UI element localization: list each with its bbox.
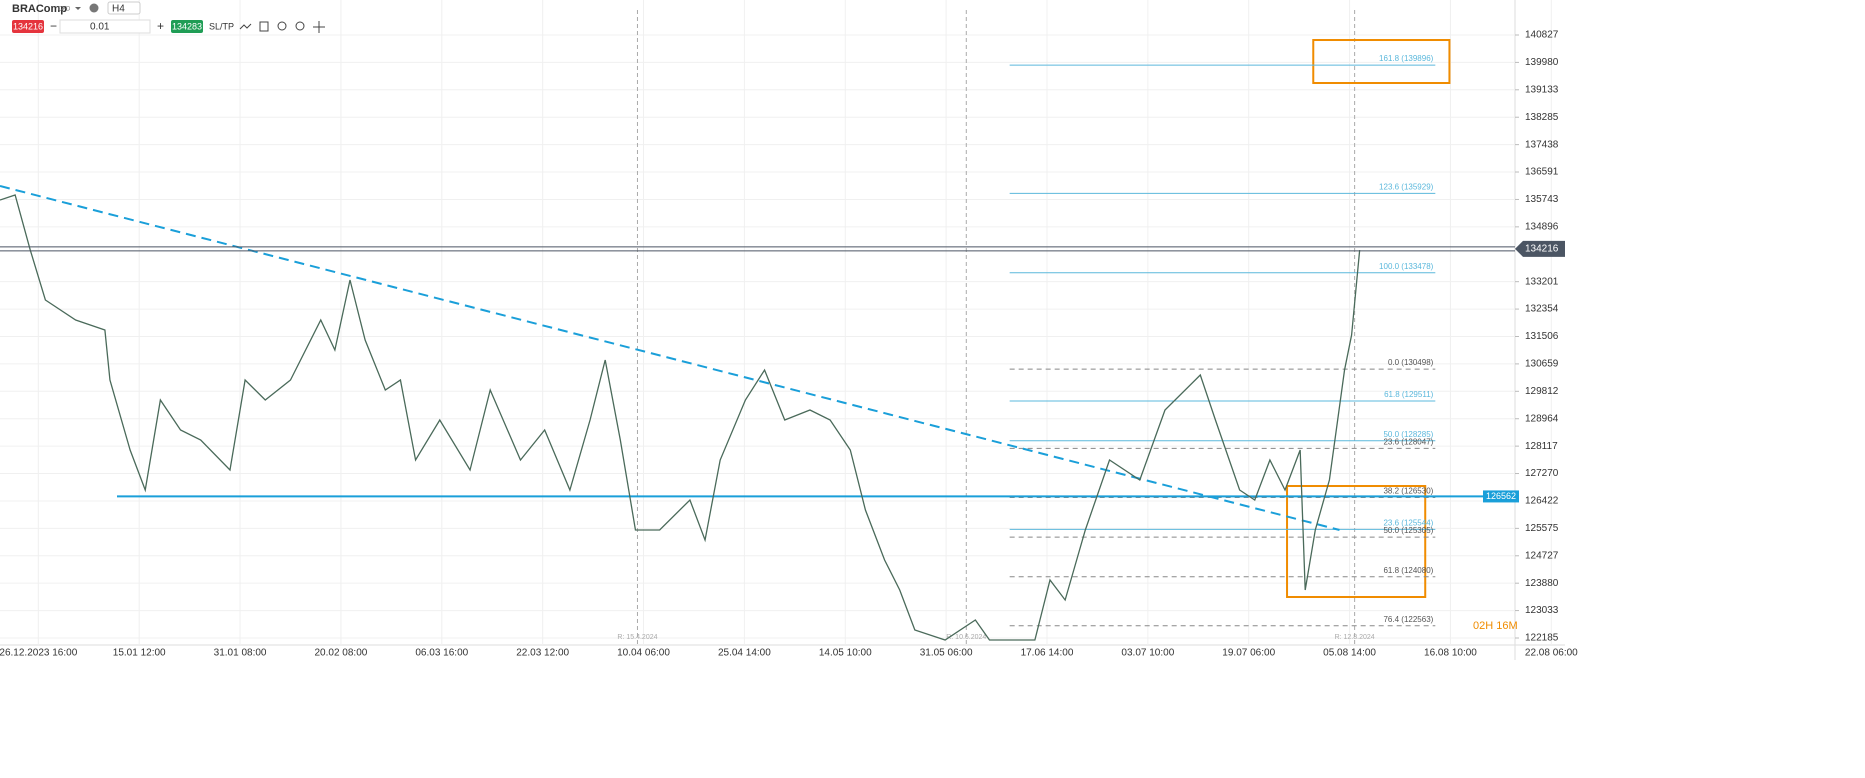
y-tick-label: 123880 [1525,578,1559,589]
y-tick-label: 139980 [1525,57,1559,68]
y-tick-label: 130659 [1525,359,1559,370]
y-tick-label: 137438 [1525,139,1559,150]
countdown: 02H 16M [1473,620,1518,632]
x-tick-label: 31.05 06:00 [920,648,973,659]
x-tick-label: 19.07 06:00 [1222,648,1275,659]
fib-label: 0.0 (130498) [1388,358,1434,367]
line-icon[interactable] [239,23,252,30]
support-tag [1483,490,1519,503]
fib-label: 23.6 (128047) [1383,438,1433,447]
fib-label: 161.8 (139896) [1379,54,1434,63]
x-tick-label: 25.04 14:00 [718,648,771,659]
x-tick-label: 22.08 06:00 [1525,648,1578,659]
y-tick-label: 136591 [1525,167,1559,178]
x-tick-label: 03.07 10:00 [1121,648,1174,659]
fib-label: 23.6 (125544) [1383,518,1433,527]
y-tick-label: 140827 [1525,30,1559,41]
sell-price: 134216 [13,21,43,31]
fib-label: 76.4 (122563) [1383,615,1433,624]
x-tick-label: 31.01 08:00 [214,648,267,659]
y-tick-label: 126422 [1525,496,1559,507]
trendline [0,185,1340,531]
highlight-box [1312,39,1451,85]
x-tick-label: 10.04 06:00 [617,648,670,659]
fib-label: 50.0 (128285) [1383,430,1433,439]
interval-select[interactable] [107,1,141,15]
current-price-label: 134216 [1525,243,1559,254]
current-price-tag [1515,240,1565,257]
y-tick-label: 132354 [1525,304,1559,315]
rollover-label: R: 12.8.2024 [1335,634,1375,641]
y-tick-label: 123033 [1525,605,1559,616]
x-tick-label: 14.05 10:00 [819,648,872,659]
price-line [0,194,1361,641]
x-tick-label: 20.02 08:00 [315,648,368,659]
fib-label: 38.2 (126530) [1383,487,1433,496]
candle-icon[interactable] [259,21,269,32]
fib-label: 61.8 (129511) [1384,390,1434,399]
rollover-label: R: 10.6.2024 [946,634,986,641]
y-tick-label: 131506 [1525,331,1559,342]
y-tick-label: 135743 [1525,194,1559,205]
kind: CFD [58,7,71,13]
rollover-label: R: 15.4.2024 [617,634,657,641]
y-tick-label: 129812 [1525,386,1559,397]
fib-label: 61.8 (124080) [1383,566,1433,575]
dropdown[interactable] [75,7,81,10]
y-tick-label: 138285 [1525,112,1559,123]
x-tick-label: 06.03 16:00 [415,648,468,659]
y-tick-label: 128117 [1525,441,1558,452]
minus[interactable]: − [50,19,57,33]
y-tick-label: 127270 [1525,468,1559,479]
y-tick-label: 139133 [1525,84,1559,95]
support-label: 126562 [1486,491,1516,501]
info-icon[interactable] [89,3,99,13]
buy-price: 134283 [172,21,202,31]
y-tick-label: 133201 [1525,276,1559,287]
x-tick-label: 15.01 12:00 [113,648,166,659]
volume: 0.01 [90,22,110,33]
crosshair[interactable] [313,21,325,33]
plus[interactable]: + [157,19,164,33]
y-tick-label: 122185 [1525,633,1559,644]
x-tick-label: 26.12.2023 16:00 [0,648,78,659]
sell-button[interactable] [12,20,44,33]
buy-button[interactable] [171,20,203,33]
x-tick-label: 16.08 10:00 [1424,648,1477,659]
y-tick-label: 124727 [1525,550,1559,561]
zoom-out[interactable] [277,21,287,31]
x-tick-label: 17.06 14:00 [1021,648,1074,659]
fib-label: 123.6 (135929) [1379,183,1434,192]
y-tick-label: 125575 [1525,523,1559,534]
fib-label: 100.0 (133478) [1379,262,1434,271]
fib-label: 50.0 (125305) [1383,526,1433,535]
interval: H4 [112,4,125,15]
x-tick-label: 05.08 14:00 [1323,648,1376,659]
zoom-in[interactable] [295,21,305,31]
volume-input[interactable] [59,19,151,34]
y-tick-label: 134896 [1525,221,1559,232]
symbol[interactable]: BRAComp [12,3,67,15]
sltp-button[interactable]: SL/TP [209,21,234,31]
x-tick-label: 22.03 12:00 [516,648,569,659]
y-tick-label: 128964 [1525,413,1559,424]
highlight-box [1286,485,1427,598]
